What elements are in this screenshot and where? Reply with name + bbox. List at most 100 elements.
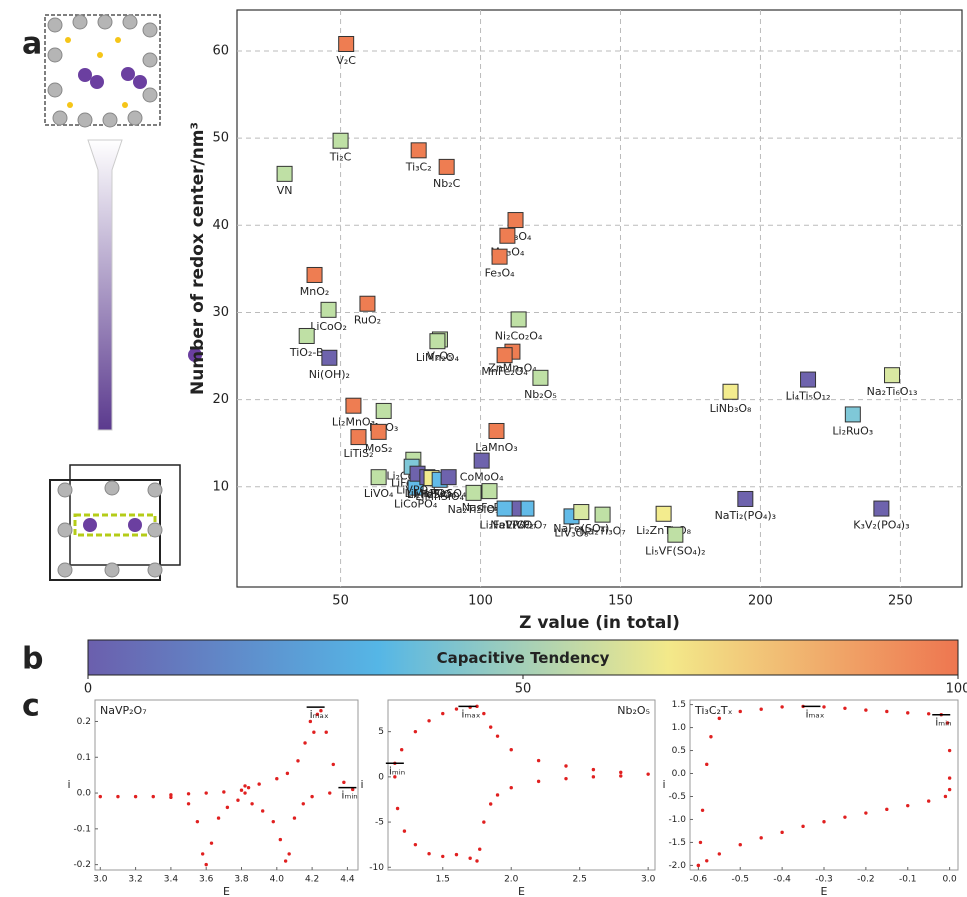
- data-point: [195, 819, 200, 824]
- data-point: [780, 830, 784, 835]
- point-label: LiVP₂O₇: [506, 519, 547, 532]
- annotation-label: iₘₐₓ: [805, 707, 824, 720]
- data-point: [370, 469, 387, 486]
- point-label: ZnMn₂O₄: [488, 362, 537, 375]
- data-point: [276, 165, 293, 182]
- y-axis-label: i: [67, 778, 70, 791]
- point-label: Na₂Ti₆O₁₃: [867, 385, 918, 398]
- y-tick-label: -2.0: [668, 861, 686, 871]
- plot-title: Nb₂O₅: [617, 704, 650, 717]
- plot-frame: [689, 699, 959, 871]
- point-label: Na₂TiSiO₅: [448, 503, 500, 516]
- point-label: LaMnO₃: [475, 441, 517, 454]
- data-point: [573, 504, 590, 521]
- data-point: [700, 808, 705, 812]
- x-axis-label: Z value (in total): [519, 613, 680, 633]
- point-label: LiMn₂O₄: [416, 351, 460, 364]
- data-point: [312, 730, 316, 734]
- data-point: [410, 142, 427, 159]
- data-point: [271, 819, 275, 824]
- data-point: [133, 794, 138, 799]
- point-label: V₂C: [336, 54, 356, 67]
- data-point: [926, 712, 931, 716]
- x-tick-label: 100: [468, 594, 493, 609]
- point-label: Ni(OH)₂: [309, 368, 350, 381]
- x-axis-label: E: [518, 885, 525, 897]
- data-point: [705, 762, 709, 767]
- point-label: VN: [277, 184, 293, 197]
- data-point: [332, 132, 349, 149]
- point-label: LiVPO₄F: [396, 484, 439, 497]
- x-tick-label: 1.5: [436, 875, 450, 885]
- data-point: [413, 842, 418, 847]
- point-label: Li₅VF(SO₄)₂: [645, 545, 706, 558]
- data-point: [342, 780, 346, 785]
- y-tick-label: 10: [212, 479, 229, 494]
- point-label: NaVP₂O₇: [490, 519, 537, 532]
- x-tick-label: 250: [888, 594, 913, 609]
- point-label: Li₂MnO₃: [332, 416, 375, 429]
- data-point: [481, 483, 498, 500]
- data-point: [243, 784, 247, 788]
- annotation-label: iₘᵢₙ: [341, 789, 357, 802]
- data-point: [278, 837, 283, 842]
- data-point: [186, 802, 191, 806]
- data-point: [822, 705, 826, 709]
- data-point: [441, 854, 445, 859]
- data-point: [287, 852, 291, 856]
- data-point: [236, 798, 240, 802]
- data-point: [722, 383, 739, 400]
- data-point: [619, 774, 623, 778]
- data-point: [275, 777, 279, 781]
- data-point: [885, 807, 889, 812]
- x-tick-label: 4.4: [340, 875, 355, 885]
- y-axis-label: i: [360, 778, 363, 791]
- x-tick-label: -0.2: [857, 875, 875, 885]
- data-point: [328, 791, 332, 795]
- data-point: [482, 711, 486, 716]
- data-point: [507, 212, 524, 229]
- x-tick-label: -0.4: [773, 875, 791, 885]
- data-point: [200, 852, 205, 856]
- data-point: [285, 771, 290, 776]
- data-point: [496, 500, 513, 517]
- point-label: Fe₃O₄: [485, 267, 516, 280]
- x-axis-label: E: [223, 885, 230, 897]
- y-tick-label: -0.5: [668, 792, 686, 802]
- point-label: Na₂Ti₃O₇: [579, 525, 625, 538]
- data-point: [738, 709, 742, 714]
- data-point: [331, 762, 335, 767]
- data-point: [591, 767, 596, 772]
- annotation-label: iₘᵢₙ: [389, 764, 405, 777]
- data-point: [350, 429, 367, 446]
- annotation-label: iₘₐₓ: [310, 708, 329, 721]
- data-point: [495, 734, 500, 738]
- annotation-label: iₘₐₓ: [461, 707, 480, 720]
- data-point: [315, 712, 320, 717]
- data-point: [283, 859, 288, 863]
- data-point: [591, 775, 596, 779]
- point-label: LiVO₄: [364, 487, 394, 500]
- y-tick-label: 30: [212, 305, 229, 320]
- data-point: [370, 423, 387, 440]
- data-point: [308, 719, 313, 724]
- data-point: [945, 721, 950, 725]
- panel-label: a: [22, 27, 42, 62]
- data-point: [204, 791, 208, 795]
- data-point: [440, 469, 457, 486]
- data-point: [324, 730, 328, 734]
- data-point: [884, 367, 901, 384]
- data-point: [303, 741, 307, 745]
- x-tick-label: 3.8: [234, 875, 249, 885]
- data-point: [717, 852, 722, 856]
- x-tick-label: 100: [946, 682, 967, 697]
- data-point: [301, 802, 305, 806]
- data-point: [947, 776, 952, 780]
- data-point: [717, 716, 722, 721]
- point-label: NaFe(SO₄): [553, 522, 609, 535]
- data-point: [454, 707, 459, 711]
- data-point: [338, 35, 355, 52]
- point-label: MnFe₂O₄: [481, 365, 528, 378]
- data-point: [947, 787, 952, 792]
